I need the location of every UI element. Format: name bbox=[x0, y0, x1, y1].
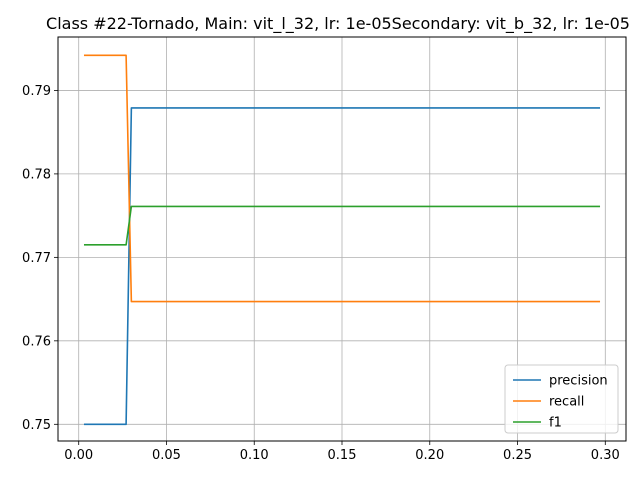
y-tick-label: 0.76 bbox=[22, 334, 51, 349]
legend-label-recall: recall bbox=[549, 395, 584, 410]
legend-box bbox=[504, 364, 619, 434]
grid bbox=[58, 37, 626, 441]
x-tick-label: 0.30 bbox=[591, 448, 620, 463]
series-line-f1 bbox=[83, 205, 601, 246]
y-tick-label: 0.78 bbox=[22, 167, 51, 182]
x-tick-label: 0.25 bbox=[503, 448, 532, 463]
y-axis: 0.75 0.76 0.77 0.78 0.79 bbox=[22, 84, 58, 433]
x-tick-label: 0.15 bbox=[328, 448, 357, 463]
y-tick-label: 0.75 bbox=[22, 418, 51, 433]
series-line-recall bbox=[83, 54, 601, 303]
series-line-precision bbox=[83, 107, 601, 426]
chart-title: Class #22-Tornado, Main: vit_l_32, lr: 1… bbox=[46, 14, 630, 34]
x-tick-label: 0.05 bbox=[152, 448, 181, 463]
y-tick-label: 0.79 bbox=[22, 84, 51, 99]
x-tick-label: 0.10 bbox=[240, 448, 269, 463]
x-axis: 0.00 0.05 0.10 0.15 0.20 0.25 0.30 bbox=[64, 441, 620, 463]
x-tick-label: 0.00 bbox=[64, 448, 93, 463]
legend-label-precision: precision bbox=[549, 374, 608, 389]
series-lines bbox=[83, 54, 601, 426]
x-tick-label: 0.20 bbox=[415, 448, 444, 463]
legend-label-f1: f1 bbox=[549, 416, 562, 431]
legend: precision recall f1 bbox=[504, 364, 619, 434]
y-tick-label: 0.77 bbox=[22, 251, 51, 266]
